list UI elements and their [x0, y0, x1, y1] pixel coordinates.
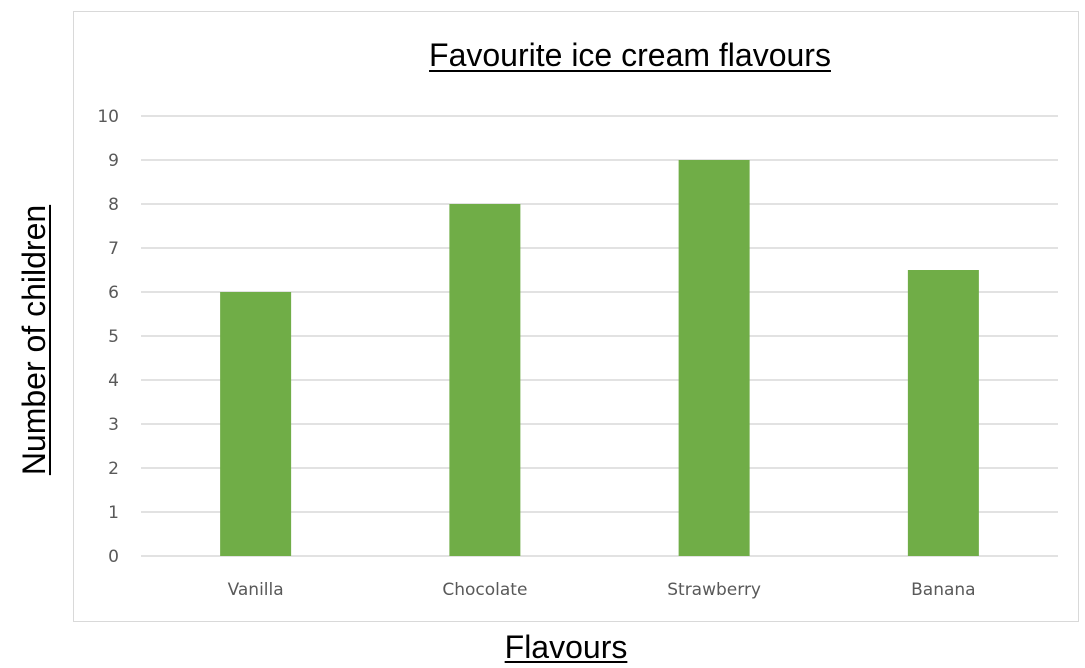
y-tick-label: 2: [108, 459, 119, 479]
y-tick-label: 6: [108, 283, 119, 303]
grid-lines: [141, 115, 1058, 557]
x-axis-title: Flavours: [505, 629, 628, 665]
y-tick-label: 4: [108, 371, 119, 391]
y-tick-label: 5: [108, 327, 119, 347]
bar-strawberry: [678, 160, 750, 556]
category-label-chocolate: Chocolate: [442, 580, 527, 600]
y-tick-label: 10: [97, 107, 119, 127]
bar-chocolate: [449, 204, 521, 556]
chart-title: Favourite ice cream flavours: [429, 37, 831, 73]
y-tick-label: 3: [108, 415, 119, 435]
y-tick-label: 7: [108, 239, 119, 259]
y-axis-title: Number of children: [16, 205, 52, 475]
bar-banana: [907, 270, 979, 556]
y-tick-label: 1: [108, 503, 119, 523]
bar-vanilla: [220, 292, 292, 556]
category-label-strawberry: Strawberry: [667, 580, 761, 600]
category-label-banana: Banana: [911, 580, 975, 600]
y-tick-label: 9: [108, 151, 119, 171]
y-tick-labels: 0 1 2 3 4 5 6 7 8 9 10: [97, 107, 119, 567]
category-labels: Vanilla Chocolate Strawberry Banana: [228, 580, 976, 600]
bars: [220, 160, 979, 556]
y-tick-label: 0: [108, 547, 119, 567]
y-tick-label: 8: [108, 195, 119, 215]
category-label-vanilla: Vanilla: [228, 580, 284, 600]
